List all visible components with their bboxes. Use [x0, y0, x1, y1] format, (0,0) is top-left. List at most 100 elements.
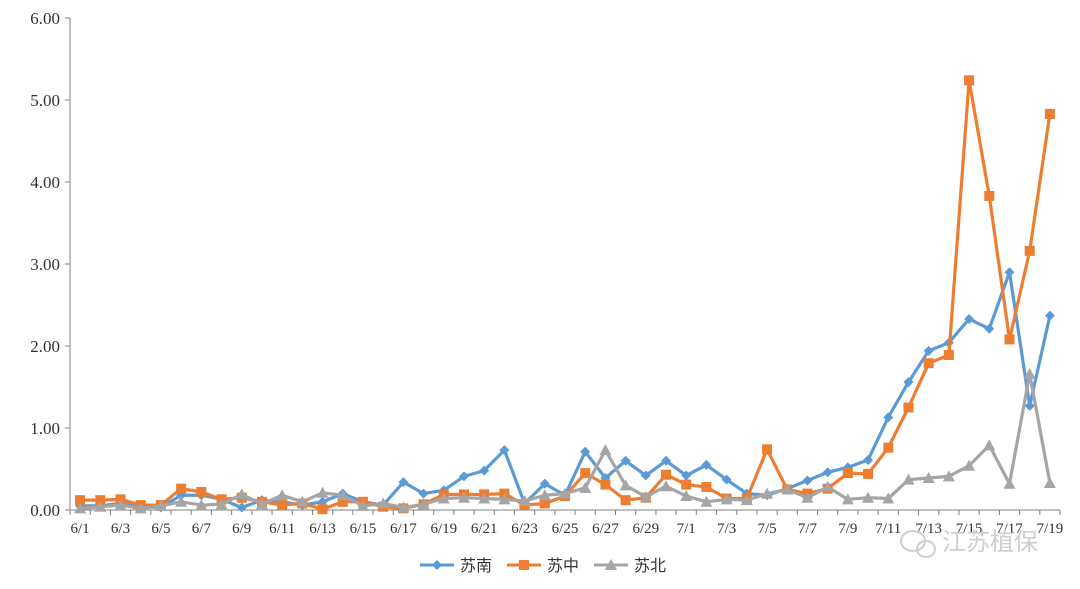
- data-point: [176, 483, 187, 494]
- data-point: [983, 439, 996, 451]
- x-tick-label: 6/17: [390, 521, 417, 537]
- data-point: [762, 444, 773, 455]
- watermark-text: 江苏植保: [942, 528, 1038, 556]
- legend-swatch-marker: [605, 559, 617, 570]
- data-point: [255, 498, 268, 510]
- data-point: [437, 492, 450, 504]
- data-point: [518, 494, 531, 506]
- series-line: [80, 270, 1052, 510]
- x-tick-label: 6/15: [350, 521, 377, 537]
- data-point: [639, 490, 652, 502]
- data-point: [620, 495, 631, 506]
- data-point: [599, 444, 612, 456]
- data-point: [74, 502, 87, 514]
- data-point: [175, 495, 188, 507]
- wechat-icon: [900, 530, 936, 558]
- series-line: [80, 78, 1052, 511]
- data-point: [418, 488, 429, 499]
- x-tick-label: 7/5: [757, 521, 776, 537]
- legend-swatch-marker: [432, 560, 442, 570]
- data-point: [539, 478, 550, 489]
- data-point: [479, 465, 490, 476]
- data-point: [356, 499, 369, 511]
- data-point: [195, 499, 208, 511]
- data-point: [417, 498, 430, 510]
- x-tick-label: 6/27: [592, 521, 619, 537]
- data-point: [701, 459, 712, 470]
- data-point: [801, 491, 814, 503]
- x-tick-label: 6/1: [71, 521, 90, 537]
- data-point: [1043, 476, 1056, 488]
- x-tick-label: 6/11: [269, 521, 295, 537]
- data-point: [661, 469, 672, 480]
- y-tick-label: 6.00: [30, 9, 60, 28]
- legend-swatch-marker: [519, 560, 529, 570]
- data-point: [964, 75, 975, 86]
- data-point: [822, 467, 833, 478]
- y-tick-label: 2.00: [30, 337, 60, 356]
- y-tick-label: 3.00: [30, 255, 60, 274]
- data-point: [276, 489, 289, 501]
- data-point: [538, 489, 551, 501]
- data-point: [721, 474, 732, 485]
- data-point: [478, 492, 491, 504]
- data-point: [499, 445, 510, 456]
- x-tick-label: 7/15: [956, 521, 983, 537]
- data-point: [720, 493, 733, 505]
- data-point: [316, 486, 329, 498]
- data-point: [1024, 245, 1035, 256]
- data-point: [1004, 267, 1015, 278]
- data-point: [863, 454, 874, 465]
- data-point: [740, 494, 753, 506]
- data-point: [317, 504, 328, 515]
- data-point: [539, 498, 550, 509]
- x-tick-label: 7/17: [996, 521, 1023, 537]
- y-tick-label: 0.00: [30, 501, 60, 520]
- legend-label: 苏北: [634, 556, 666, 575]
- x-tick-label: 6/29: [632, 521, 659, 537]
- data-point: [700, 495, 713, 507]
- data-point: [903, 402, 914, 413]
- data-point: [336, 489, 349, 501]
- legend-label: 苏南: [460, 556, 492, 575]
- data-point: [862, 491, 875, 503]
- data-point: [841, 493, 854, 505]
- data-point: [984, 323, 995, 334]
- data-point: [802, 475, 813, 486]
- x-tick-label: 7/1: [677, 521, 696, 537]
- data-point: [236, 502, 247, 513]
- data-point: [1004, 334, 1015, 345]
- data-point: [377, 497, 390, 509]
- data-point: [580, 446, 591, 457]
- data-point: [821, 481, 834, 493]
- data-point: [1003, 477, 1016, 489]
- x-tick-label: 6/25: [552, 521, 579, 537]
- data-point: [943, 350, 954, 361]
- data-point: [942, 470, 955, 482]
- data-point: [842, 468, 853, 479]
- data-point: [681, 479, 692, 490]
- x-tick-labels: 6/1 6/3 6/5 6/7 6/9 6/11 6/13 6/15 6/17 6/19 6/21 6…: [69, 510, 1063, 537]
- legend-item: 苏中: [507, 556, 579, 575]
- y-tick-label: 1.00: [30, 419, 60, 438]
- watermark: 江苏植保: [900, 528, 1038, 558]
- data-point: [620, 455, 631, 466]
- legend: 苏南 苏中 苏北: [420, 556, 666, 575]
- data-point: [660, 480, 673, 492]
- data-point: [154, 499, 167, 511]
- data-point: [1044, 108, 1055, 119]
- data-point: [94, 500, 107, 512]
- data-point: [883, 442, 894, 453]
- x-tick-label: 7/13: [915, 521, 942, 537]
- data-point: [337, 496, 348, 507]
- data-point: [761, 487, 774, 499]
- x-tick-label: 6/5: [151, 521, 170, 537]
- x-tick-label: 6/3: [111, 521, 130, 537]
- data-point: [235, 488, 248, 500]
- data-point: [922, 472, 935, 484]
- data-point: [902, 473, 915, 485]
- x-tick-label: 7/9: [838, 521, 857, 537]
- x-tick-label: 6/13: [309, 521, 336, 537]
- x-tick-label: 6/21: [471, 521, 498, 537]
